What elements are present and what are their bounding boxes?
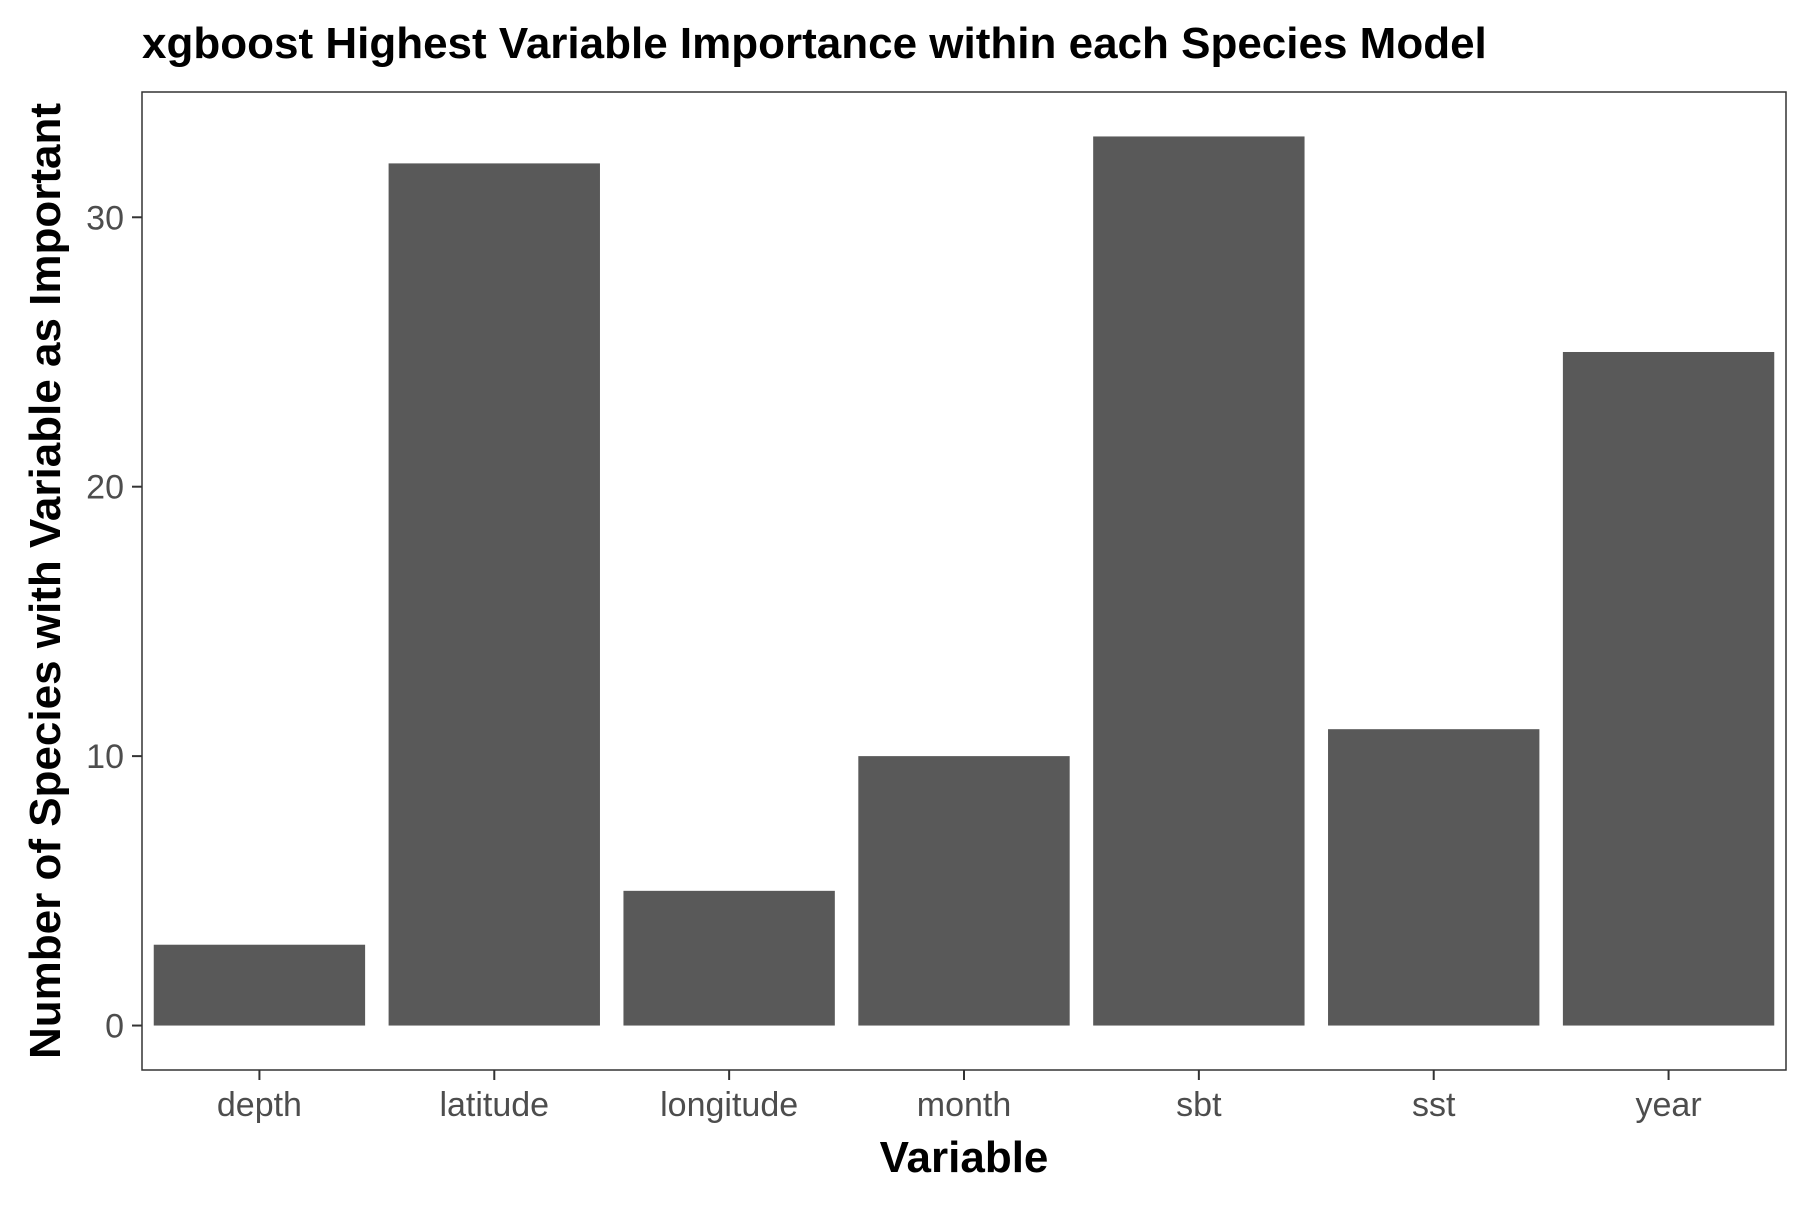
x-tick-label: sst [1412,1086,1456,1124]
x-tick-label: latitude [439,1086,549,1124]
x-tick-label: month [917,1086,1012,1124]
bar-sbt [1093,136,1305,1026]
y-tick-label: 30 [86,199,124,237]
y-tick-label: 0 [105,1008,124,1046]
y-axis-title: Number of Species with Variable as Impor… [21,103,70,1059]
bar-month [858,756,1070,1026]
y-tick-label: 20 [86,469,124,507]
x-tick-label: sbt [1176,1086,1222,1124]
x-tick-label: depth [217,1086,302,1124]
x-axis: depth latitude longitude month sbt sst year [217,1070,1702,1124]
bar-longitude [623,890,835,1026]
bars-layer [153,136,1775,1026]
x-axis-title: Variable [880,1133,1049,1182]
bar-sst [1328,729,1540,1026]
x-tick-label: year [1636,1086,1702,1124]
bar-latitude [388,163,600,1026]
chart-title: xgboost Highest Variable Importance with… [142,19,1487,68]
x-tick-label: longitude [660,1086,798,1124]
bar-year [1562,351,1775,1026]
y-axis: 0 10 20 30 [86,199,142,1046]
bar-depth [153,944,366,1026]
y-tick-label: 10 [86,738,124,776]
